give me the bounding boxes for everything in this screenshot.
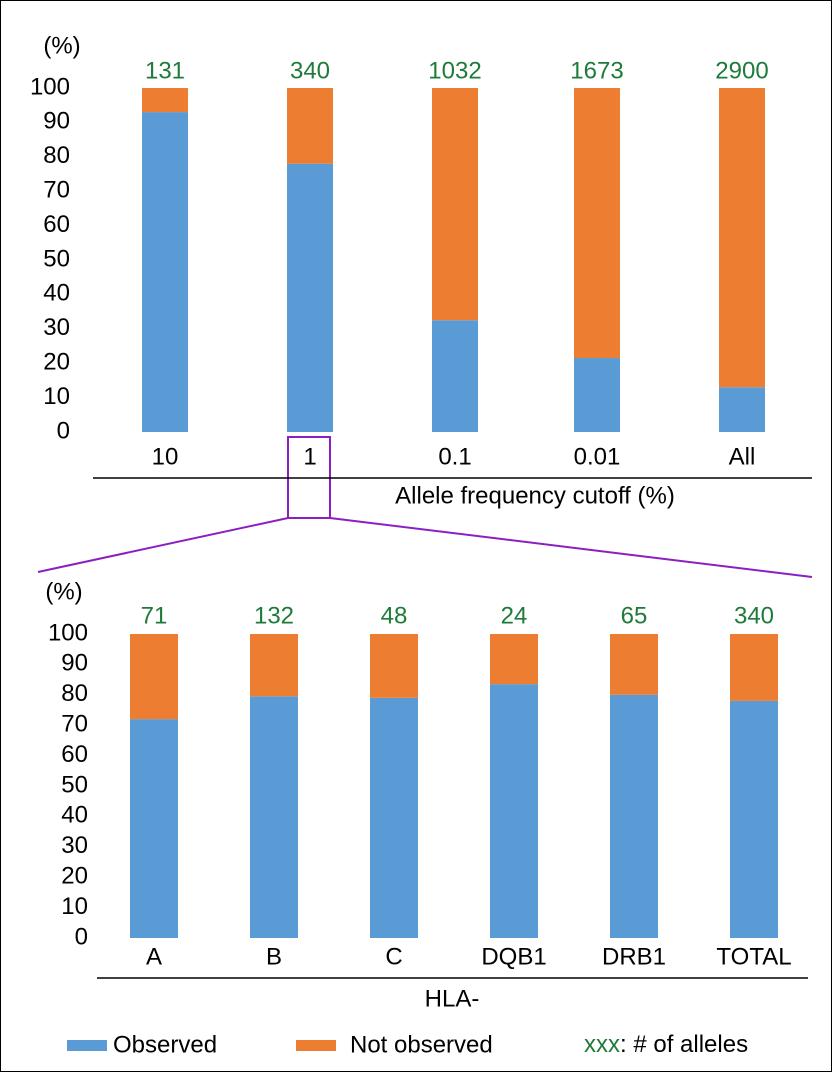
- allele-count: 1032: [428, 57, 481, 84]
- x-tick-label: 0.01: [574, 443, 621, 470]
- bar-segment: [719, 387, 765, 432]
- bar-segment: [287, 88, 333, 164]
- y-tick-label: 70: [43, 177, 70, 204]
- bar-segment: [490, 634, 538, 685]
- bar-segment: [719, 88, 765, 388]
- bar-segment: [250, 696, 298, 938]
- y-tick-label: 80: [61, 680, 88, 707]
- x-tick-label: C: [385, 943, 402, 970]
- x-tick-label: TOTAL: [716, 943, 791, 970]
- bar-segment: [250, 634, 298, 697]
- bar-segment: [610, 694, 658, 938]
- allele-count: 24: [501, 602, 528, 629]
- y-tick-label: 40: [61, 802, 88, 829]
- legend-swatch: [296, 1040, 336, 1051]
- y-tick-label: 100: [48, 619, 88, 646]
- legend-swatch: [67, 1040, 107, 1051]
- y-tick-label: 30: [61, 832, 88, 859]
- y-tick-label: 70: [61, 711, 88, 738]
- legend-note: xxx: # of alleles: [584, 1031, 748, 1058]
- y-tick-label: 60: [43, 211, 70, 238]
- y-tick-label: 20: [61, 863, 88, 890]
- bar-segment: [370, 697, 418, 938]
- bar-segment: [142, 88, 188, 113]
- allele-count: 340: [734, 602, 774, 629]
- y-tick-label: 20: [43, 349, 70, 376]
- allele-count: 71: [141, 602, 168, 629]
- legend-note-sample: xxx: [584, 1031, 620, 1058]
- allele-count: 340: [290, 57, 330, 84]
- bar-segment: [490, 684, 538, 938]
- allele-count: 132: [254, 602, 294, 629]
- allele-count: 48: [381, 602, 408, 629]
- bar-segment: [730, 700, 778, 938]
- x-tick-label: DRB1: [602, 943, 666, 970]
- y-tick-label: 0: [75, 923, 88, 950]
- legend-label: Observed: [113, 1031, 217, 1058]
- bar-segment: [130, 634, 178, 720]
- y-tick-label: 30: [43, 314, 70, 341]
- y-tick-label: 60: [61, 741, 88, 768]
- x-tick-label: DQB1: [481, 943, 546, 970]
- zoom-line: [329, 517, 813, 578]
- x-tick-label: 0.1: [438, 443, 471, 470]
- allele-count: 2900: [715, 57, 768, 84]
- y-tick-label: 40: [43, 280, 70, 307]
- zoom-line: [37, 517, 289, 573]
- bar-segment: [370, 634, 418, 698]
- legend-label: Not observed: [350, 1031, 493, 1058]
- x-tick-label: B: [266, 943, 282, 970]
- bar-segment: [574, 88, 620, 359]
- bar-segment: [287, 163, 333, 432]
- bar-segment: [610, 634, 658, 695]
- y-tick-label: 50: [43, 245, 70, 272]
- y-axis-title: (%): [45, 578, 82, 605]
- y-axis-title: (%): [43, 32, 80, 59]
- x-tick-label: All: [729, 443, 756, 470]
- allele-count: 131: [145, 57, 185, 84]
- y-tick-label: 90: [61, 650, 88, 677]
- y-tick-label: 90: [43, 108, 70, 135]
- bar-segment: [130, 719, 178, 938]
- allele-count: 65: [621, 602, 648, 629]
- x-axis-title: HLA-: [425, 985, 480, 1012]
- bar-segment: [142, 112, 188, 432]
- x-tick-label: A: [146, 943, 162, 970]
- bar-segment: [574, 358, 620, 432]
- y-tick-label: 10: [61, 893, 88, 920]
- y-tick-label: 0: [57, 417, 70, 444]
- x-tick-label: 10: [152, 443, 179, 470]
- y-tick-label: 50: [61, 771, 88, 798]
- y-tick-label: 100: [30, 73, 70, 100]
- x-axis-title: Allele frequency cutoff (%): [395, 482, 675, 509]
- legend-note-text: : # of alleles: [620, 1031, 748, 1058]
- y-tick-label: 80: [43, 142, 70, 169]
- x-tick-label: 1: [303, 443, 316, 470]
- bar-segment: [730, 634, 778, 701]
- bar-segment: [432, 88, 478, 321]
- allele-count: 1673: [570, 57, 623, 84]
- bar-segment: [432, 320, 478, 432]
- y-tick-label: 10: [43, 383, 70, 410]
